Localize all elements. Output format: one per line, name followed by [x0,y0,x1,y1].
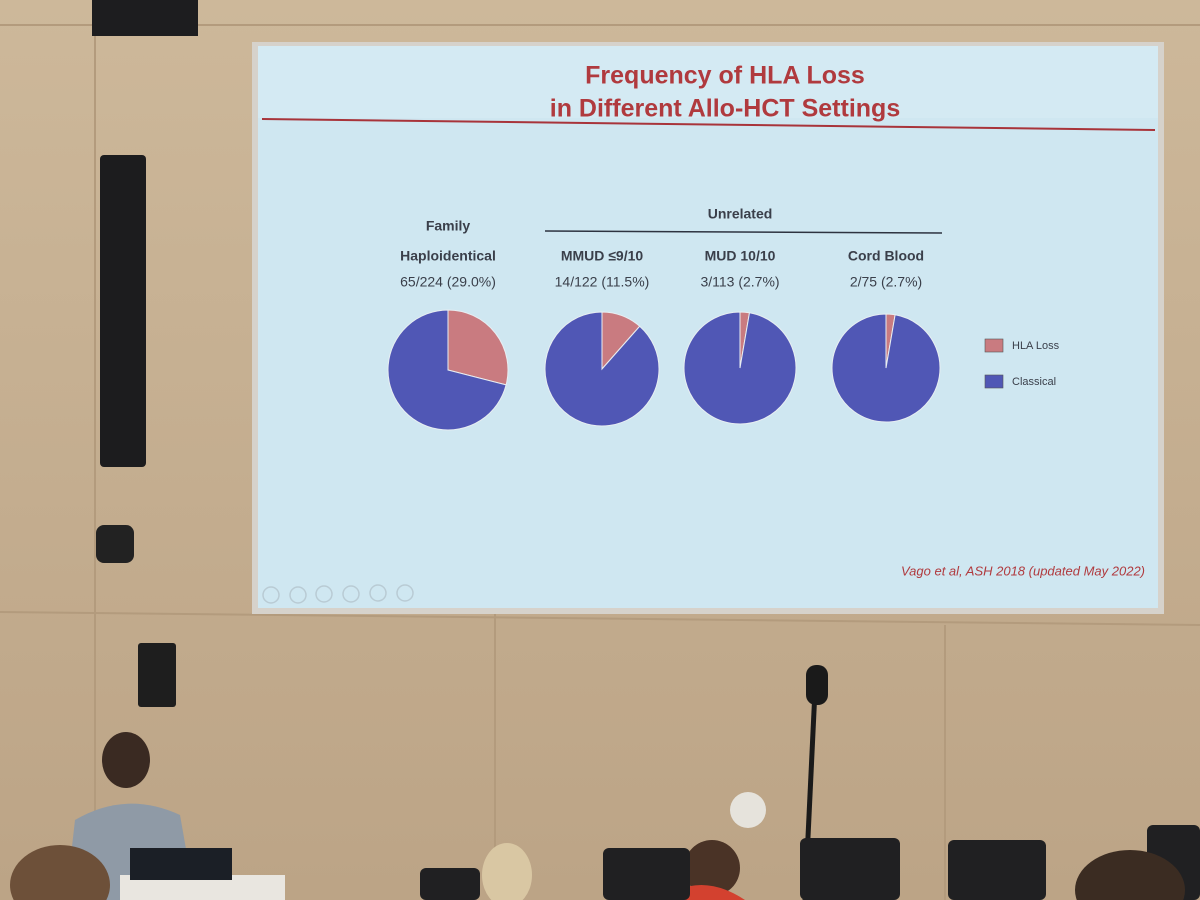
pie-title: Family [426,218,471,234]
pie-subtitle: 3/113 (2.7%) [700,274,779,290]
pie-subtitle: 65/224 (29.0%) [400,274,496,290]
camera [96,525,134,563]
chair [800,838,900,900]
legend-swatch [984,374,1004,389]
wall-speaker [100,155,146,467]
pie-title: Cord Blood [848,248,924,264]
legend-swatch [984,338,1004,353]
wall-device [138,643,176,707]
title-rule [261,118,1156,131]
pie-subtitle: 14/122 (11.5%) [555,274,650,290]
microphone [806,665,828,705]
speaker-head [102,732,150,788]
legend-label: HLA Loss [1012,340,1060,352]
chair [420,868,480,900]
pie-title: Haploidentical [400,248,496,264]
pie-slice [683,311,797,425]
pie-slice [544,311,660,427]
pie-subtitle: 2/75 (2.7%) [850,274,922,290]
pie-slice [447,309,509,386]
pie-title: MMUD ≤9/10 [561,248,644,264]
ceiling-speaker [92,0,198,36]
detector [730,792,766,828]
pie-slice [387,309,507,431]
chair [603,848,690,900]
audience [10,845,110,900]
pie-slice [831,313,941,423]
audience [684,840,740,896]
slide-title: Frequency of HLA Loss [585,62,865,90]
laptop [130,848,232,880]
group-rule [544,230,943,234]
slide-controls [262,584,414,604]
slide-header [258,46,1158,118]
group-label: Unrelated [708,206,773,222]
legend-label: Classical [1012,376,1056,388]
chair [948,840,1046,900]
citation: Vago et al, ASH 2018 (updated May 2022) [901,563,1145,578]
pie-title: MUD 10/10 [705,248,776,264]
slide-title: in Different Allo-HCT Settings [550,95,900,123]
audience [1075,850,1185,900]
audience [482,843,532,900]
